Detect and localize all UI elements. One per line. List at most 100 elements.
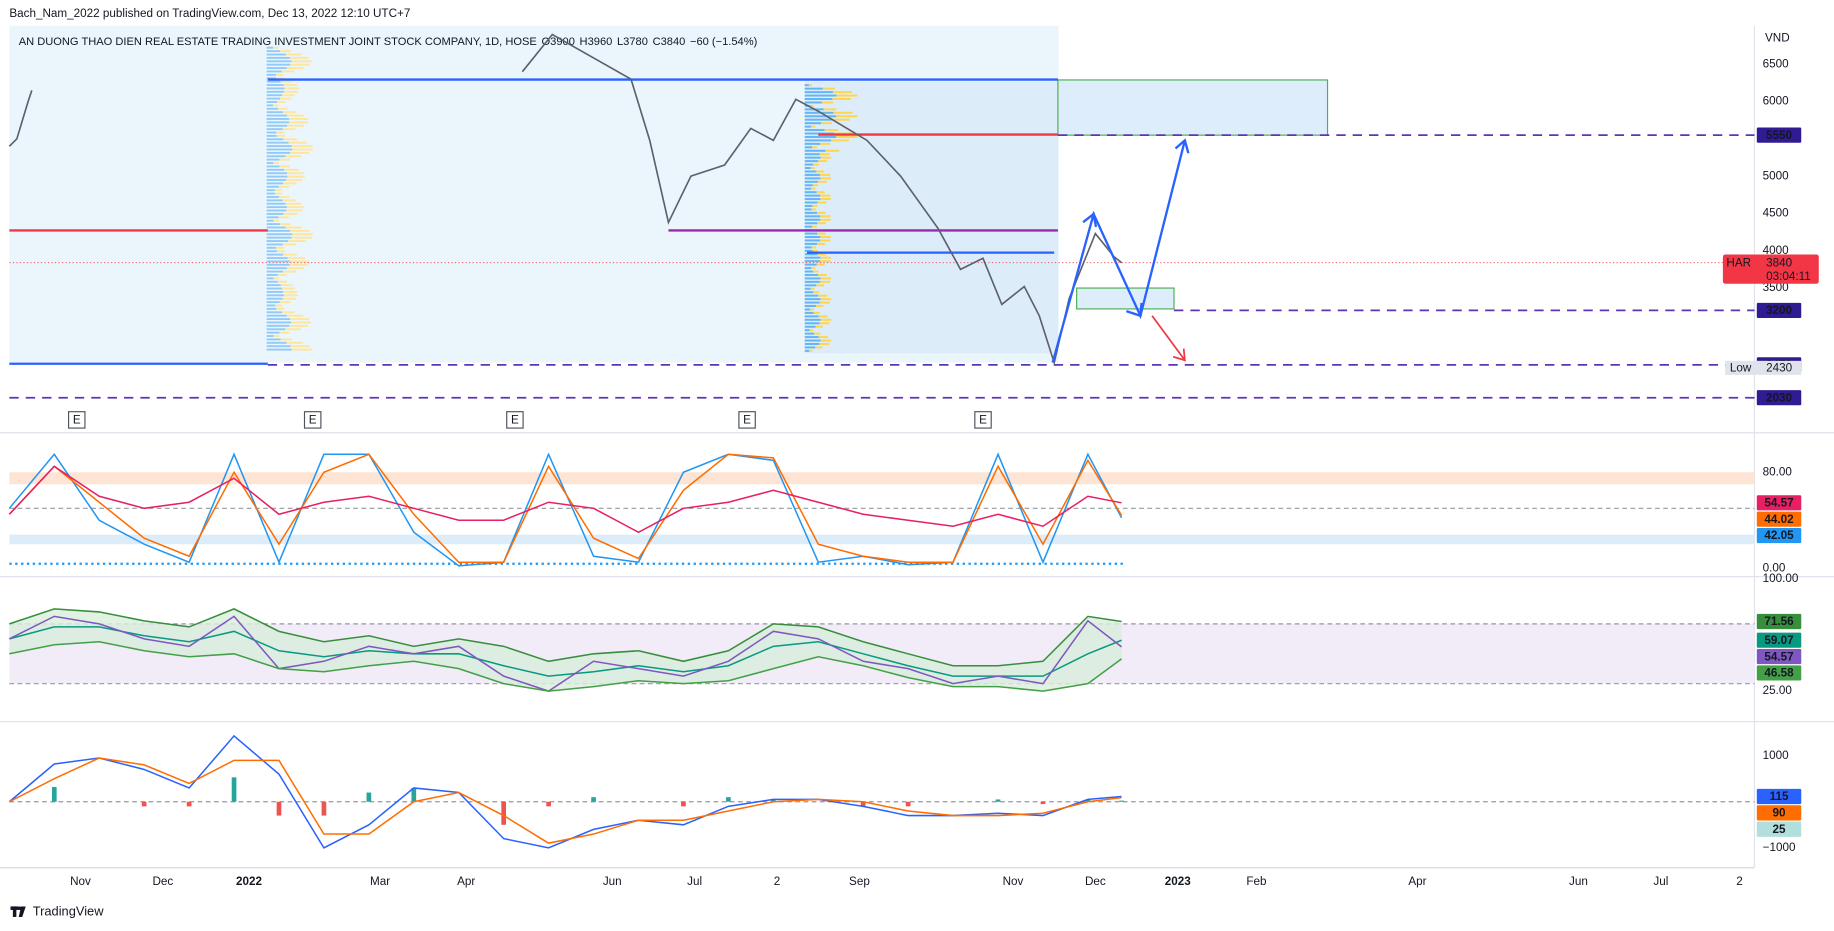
volume-profile-bar — [817, 273, 827, 276]
volume-profile-bar — [804, 249, 813, 252]
volume-profile-bar — [804, 94, 837, 97]
volume-profile-bar — [804, 142, 821, 145]
series-last-value: 59.07 — [1764, 634, 1793, 647]
volume-profile-bar — [282, 111, 297, 114]
volume-profile-bar — [266, 70, 282, 73]
volume-profile-bar — [284, 87, 300, 90]
logo-part — [18, 906, 22, 910]
volume-profile-bar — [804, 336, 819, 339]
volume-profile-bar — [274, 189, 282, 192]
event-label: E — [743, 414, 751, 427]
logo-part — [12, 906, 17, 917]
volume-profile-bar — [804, 287, 811, 290]
volume-profile-bar — [817, 211, 826, 214]
last-price-box — [1722, 254, 1819, 284]
volume-profile-bar — [804, 277, 821, 280]
volume-profile-bar — [266, 80, 281, 83]
volume-profile-bar — [285, 328, 301, 331]
volume-profile-bar — [808, 84, 812, 87]
volume-profile-bar — [809, 104, 814, 107]
volume-profile-bar — [279, 165, 290, 168]
volume-profile-bar — [266, 182, 284, 185]
event-label: E — [511, 414, 519, 427]
volume-profile-bar — [266, 175, 288, 178]
series-last-value-box — [1756, 495, 1802, 511]
volume-profile-bar — [266, 280, 278, 283]
volume-profile-bar — [812, 204, 818, 207]
band — [9, 472, 1755, 485]
volume-profile-bar — [266, 172, 288, 175]
volume-profile-bar — [266, 348, 292, 351]
series-last-value-box — [1756, 665, 1802, 681]
volume-profile-bar — [822, 87, 835, 90]
volume-profile-bar — [820, 277, 832, 280]
volume-profile-bar — [820, 239, 831, 242]
volume-profile-bar — [804, 260, 821, 263]
volume-profile-bar — [817, 222, 826, 225]
histogram-bar — [51, 787, 57, 802]
y-tick-label: 80.00 — [1763, 465, 1793, 478]
volume-profile-bar — [266, 311, 282, 314]
volume-profile-bar — [804, 273, 818, 276]
volume-profile-bar — [291, 348, 313, 351]
volume-profile-bar — [266, 321, 292, 324]
volume-profile-bar — [266, 107, 279, 110]
volume-profile-bar — [804, 332, 815, 335]
volume-profile-bar — [266, 246, 277, 249]
volume-profile-bar — [815, 346, 823, 349]
volume-profile-bar — [810, 167, 815, 170]
indicator-line — [9, 757, 1122, 844]
volume-profile-bar — [804, 173, 820, 176]
histogram-bar — [366, 792, 372, 802]
volume-profile-bar — [286, 209, 303, 212]
volume-profile-bar — [283, 84, 298, 86]
volume-profile-bar — [279, 185, 290, 188]
volume-profile-bar — [804, 294, 819, 297]
volume-profile-bar — [279, 196, 290, 198]
volume-profile-bar — [276, 307, 285, 310]
volume-profile-bar — [804, 101, 822, 104]
volume-profile-bar — [811, 187, 816, 190]
volume-profile-bar — [266, 314, 287, 317]
y-tick-label: 1000 — [1763, 749, 1790, 762]
series-last-value-box — [1756, 632, 1802, 648]
level-label: 3200 — [1766, 304, 1793, 317]
volume-profile-bar — [804, 263, 817, 266]
y-tick-label: 5000 — [1763, 169, 1790, 182]
arrow-head — [1125, 302, 1143, 318]
volume-profile-bar — [290, 345, 310, 348]
level-label-box — [1756, 127, 1802, 143]
x-tick-label: Feb — [1246, 875, 1267, 888]
event-marker — [738, 411, 756, 429]
volume-profile-bar — [286, 314, 304, 317]
volume-profile-bar — [820, 198, 831, 201]
indicator-line — [9, 626, 1122, 677]
volume-profile-bar — [816, 191, 825, 194]
volume-profile-bar — [804, 187, 812, 190]
profile-shade — [804, 81, 1059, 354]
histogram-bar — [546, 801, 551, 807]
x-tick-label: Apr — [1408, 875, 1426, 888]
volume-profile-bar — [289, 263, 309, 266]
volume-profile-bar — [282, 128, 296, 131]
level-label: 2030 — [1766, 391, 1793, 404]
y-tick-label: 100.00 — [1763, 572, 1799, 585]
volume-profile-bar — [266, 287, 283, 290]
volume-profile-bar — [266, 138, 284, 141]
volume-profile-bar — [266, 141, 289, 144]
volume-profile-bar — [266, 84, 284, 86]
volume-profile-bar — [266, 63, 291, 66]
x-tick-label: Jul — [687, 875, 702, 888]
volume-profile-bar — [287, 267, 304, 270]
volume-profile-bar — [285, 155, 301, 158]
volume-profile-bar — [266, 165, 280, 168]
volume-profile-bar — [811, 246, 817, 249]
series-last-value-box — [1756, 527, 1802, 544]
event-marker — [67, 411, 86, 429]
volume-profile-bar — [280, 80, 292, 83]
volume-profile-bar — [266, 304, 276, 307]
volume-profile-bar — [278, 216, 289, 219]
volume-profile-bar — [291, 236, 312, 239]
volume-profile-bar — [280, 50, 292, 53]
volume-profile-bar — [820, 318, 832, 321]
